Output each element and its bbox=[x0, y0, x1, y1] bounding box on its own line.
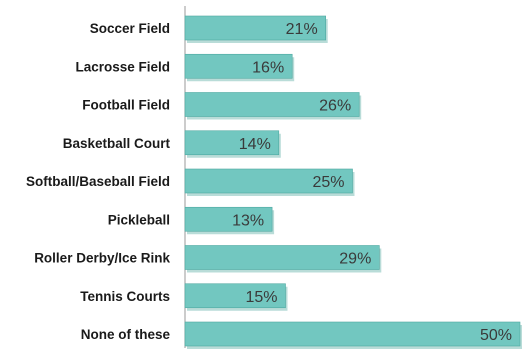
category-label: Soccer Field bbox=[90, 21, 170, 36]
category-label: None of these bbox=[81, 327, 171, 342]
category-label: Tennis Courts bbox=[80, 289, 170, 304]
value-label: 29% bbox=[339, 251, 371, 268]
category-label: Pickleball bbox=[108, 212, 170, 227]
value-label: 13% bbox=[232, 212, 264, 229]
value-label: 15% bbox=[245, 289, 277, 306]
category-label: Roller Derby/Ice Rink bbox=[34, 251, 170, 266]
category-labels: Soccer Field Lacrosse Field Football Field… bbox=[26, 21, 171, 342]
value-label: 50% bbox=[480, 327, 512, 344]
category-label: Softball/Baseball Field bbox=[26, 174, 170, 189]
bars-layer bbox=[184, 15, 522, 349]
value-label: 14% bbox=[239, 136, 271, 153]
value-label: 16% bbox=[252, 59, 284, 76]
bar bbox=[184, 245, 380, 270]
category-label: Basketball Court bbox=[63, 136, 171, 151]
bar bbox=[184, 321, 521, 347]
bar bbox=[184, 283, 286, 309]
bar bbox=[184, 53, 293, 79]
value-label: 25% bbox=[312, 174, 344, 191]
bar bbox=[184, 15, 326, 41]
bar bbox=[184, 168, 353, 194]
value-label: 21% bbox=[286, 21, 318, 38]
value-labels: 21% 16% 26% 14% 25% 13% 29% 15% 50% bbox=[232, 21, 512, 344]
bar bbox=[184, 92, 360, 117]
category-label: Football Field bbox=[82, 98, 170, 113]
value-label: 26% bbox=[319, 98, 351, 115]
bar bbox=[184, 130, 280, 156]
bar bbox=[184, 206, 273, 232]
category-label: Lacrosse Field bbox=[75, 59, 170, 74]
